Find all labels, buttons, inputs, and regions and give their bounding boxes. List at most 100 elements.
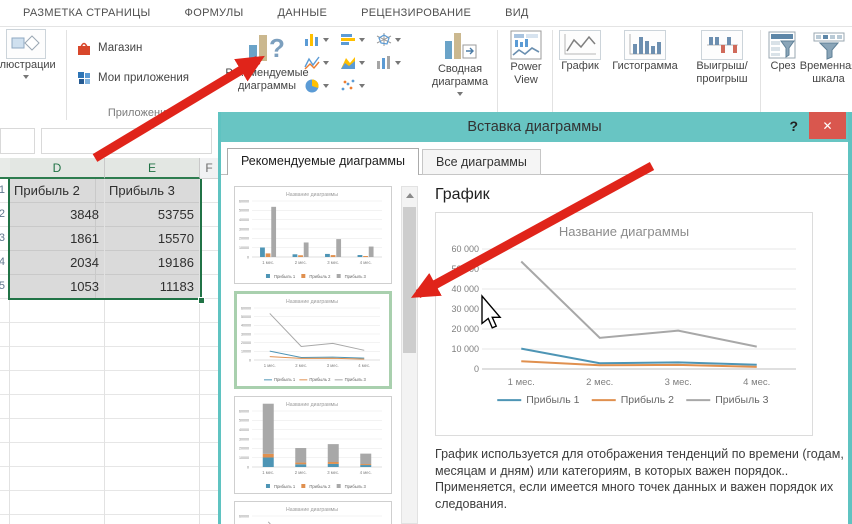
radar-chart-button[interactable] (376, 32, 412, 47)
svg-text:0: 0 (247, 465, 249, 469)
combo-column-chart-button[interactable] (376, 55, 412, 70)
timeline-button[interactable]: Временная шкала (800, 30, 852, 86)
line-chart-button[interactable] (304, 55, 340, 70)
svg-text:20000: 20000 (239, 237, 249, 241)
timeline-icon (813, 32, 844, 60)
bar-chart-button[interactable] (340, 32, 376, 47)
sparkline-winloss-button[interactable]: Выигрыш/проигрыш (686, 30, 758, 86)
chart-thumbnail-list: Название диаграммы 0 10000 20000 30000 40000 5… (234, 186, 398, 524)
my-apps-button[interactable]: Мои приложения (76, 70, 189, 86)
cell-e1[interactable]: Прибыль 3 (109, 183, 175, 198)
column-header-c-sliver[interactable] (0, 158, 10, 179)
svg-text:30000: 30000 (241, 332, 251, 336)
svg-text:3 мес.: 3 мес. (665, 377, 692, 388)
row-number[interactable]: 1 (0, 184, 5, 196)
sparkline-line-button[interactable]: График (556, 30, 604, 73)
dialog-tab-all[interactable]: Все диаграммы (421, 149, 541, 175)
scrollbar-thumb[interactable] (403, 207, 416, 353)
my-apps-label: Мои приложения (98, 72, 189, 84)
store-button[interactable]: Магазин (76, 40, 142, 56)
cell-d2[interactable]: 3848 (70, 207, 99, 222)
ribbon-tab-4[interactable]: ВИД (505, 7, 529, 19)
svg-text:4 мес.: 4 мес. (360, 470, 372, 475)
thumbnail-chart-svg: Название диаграммы 0 10000 20000 30000 40000 5… (239, 402, 382, 489)
chart-thumbnail-line[interactable]: Название диаграммы0100002000030000400005… (234, 501, 392, 524)
selection-fill-handle[interactable] (198, 297, 205, 304)
worksheet-grid[interactable]: 1 Прибыль 2 Прибыль 3 2 3848 53755 3 1861 15570 4… (0, 179, 218, 524)
svg-text:3 мес.: 3 мес. (327, 260, 339, 265)
chart-thumbnail-stacked[interactable]: Название диаграммы 0 10000 20000 30000 40000 5… (234, 396, 392, 494)
svg-text:30 000: 30 000 (451, 304, 479, 314)
scatter-chart-button[interactable] (340, 78, 376, 93)
area-chart-button[interactable] (340, 55, 376, 70)
chevron-down-icon (323, 60, 329, 68)
svg-text:Название диаграммы: Название диаграммы (286, 192, 338, 198)
column-header-f[interactable]: F (200, 158, 218, 179)
svg-text:60000: 60000 (239, 409, 249, 413)
column-chart-button[interactable] (304, 32, 340, 47)
row-number[interactable]: 4 (0, 256, 5, 268)
dialog-title-bar[interactable]: Вставка диаграммы ? ✕ (221, 112, 848, 142)
svg-text:4 мес.: 4 мес. (743, 377, 770, 388)
radar-chart-icon (376, 33, 392, 46)
svg-text:50000: 50000 (239, 419, 249, 423)
cell-d4[interactable]: 2034 (70, 255, 99, 270)
ribbon-tab-3[interactable]: РЕЦЕНЗИРОВАНИЕ (361, 7, 472, 19)
ribbon-tab-2[interactable]: ДАННЫЕ (277, 7, 328, 19)
chart-thumbnail-line-selected[interactable]: Название диаграммы 0 10000 20000 30000 40000 5… (234, 291, 392, 389)
sparkline-histogram-button[interactable]: Гистограмма (604, 30, 686, 73)
my-apps-icon (78, 72, 90, 84)
cell-d3[interactable]: 1861 (70, 231, 99, 246)
combo-column-chart-icon (377, 56, 390, 69)
illustrations-label: Иллюстрации (0, 59, 56, 71)
column-header-e[interactable]: E (105, 158, 200, 179)
svg-text:1 мес.: 1 мес. (262, 470, 274, 475)
insert-chart-dialog: Вставка диаграммы ? ✕ Рекомендуемые диаг… (218, 112, 852, 524)
row-number[interactable]: 3 (0, 232, 5, 244)
cell-d1[interactable]: Прибыль 2 (14, 183, 80, 198)
illustrations-group-button[interactable]: Иллюстрации (0, 29, 64, 82)
close-icon[interactable]: ✕ (809, 112, 846, 139)
svg-text:Прибыль 2: Прибыль 2 (309, 274, 331, 279)
line-chart-icon (304, 56, 320, 70)
svg-text:10000: 10000 (241, 350, 251, 354)
help-icon[interactable]: ? (789, 118, 798, 134)
cell-d5[interactable]: 1053 (70, 279, 99, 294)
name-box[interactable] (0, 128, 35, 154)
scroll-up-icon[interactable] (402, 187, 417, 204)
ribbon-tab-0[interactable]: РАЗМЕТКА СТРАНИЦЫ (23, 7, 151, 19)
cell-e4[interactable]: 19186 (157, 255, 194, 270)
thumbnail-scrollbar[interactable] (401, 186, 418, 524)
slicer-icon (768, 31, 796, 59)
svg-text:20 000: 20 000 (451, 324, 479, 334)
svg-text:20000: 20000 (241, 341, 251, 345)
chevron-down-icon (323, 83, 329, 91)
chart-type-gallery (304, 32, 412, 93)
chevron-down-icon (359, 37, 365, 45)
formula-input[interactable] (41, 128, 212, 154)
svg-text:60000: 60000 (241, 306, 251, 310)
chart-thumbnail-bar[interactable]: Название диаграммы 0 10000 20000 30000 40000 5… (234, 186, 392, 284)
svg-text:Прибыль 3: Прибыль 3 (345, 274, 367, 279)
power-view-button[interactable]: Power View (501, 29, 551, 87)
svg-text:Прибыль 1: Прибыль 1 (274, 377, 296, 382)
ribbon-tab-1[interactable]: ФОРМУЛЫ (184, 7, 244, 19)
cell-e2[interactable]: 53755 (157, 207, 194, 222)
recommended-charts-button[interactable]: ? Рекомендуемые диаграммы (225, 29, 308, 93)
slicer-button[interactable]: Срез (762, 30, 804, 73)
slicer-label: Срез (770, 60, 796, 72)
pie-chart-button[interactable] (304, 78, 340, 93)
cell-e5[interactable]: 11183 (159, 279, 194, 294)
svg-text:10 000: 10 000 (451, 344, 479, 354)
sparkline-line-label: График (561, 60, 599, 72)
dialog-tab-recommended[interactable]: Рекомендуемые диаграммы (227, 148, 419, 175)
timeline-label: Временная шкала (799, 60, 852, 85)
cell-e3[interactable]: 15570 (157, 231, 194, 246)
svg-text:10000: 10000 (239, 456, 249, 460)
svg-text:10000: 10000 (239, 246, 249, 250)
pivot-chart-button[interactable]: Сводная диаграмма (424, 29, 496, 99)
column-header-d[interactable]: D (10, 158, 105, 179)
row-number[interactable]: 2 (0, 208, 5, 220)
row-number[interactable]: 5 (0, 280, 5, 292)
